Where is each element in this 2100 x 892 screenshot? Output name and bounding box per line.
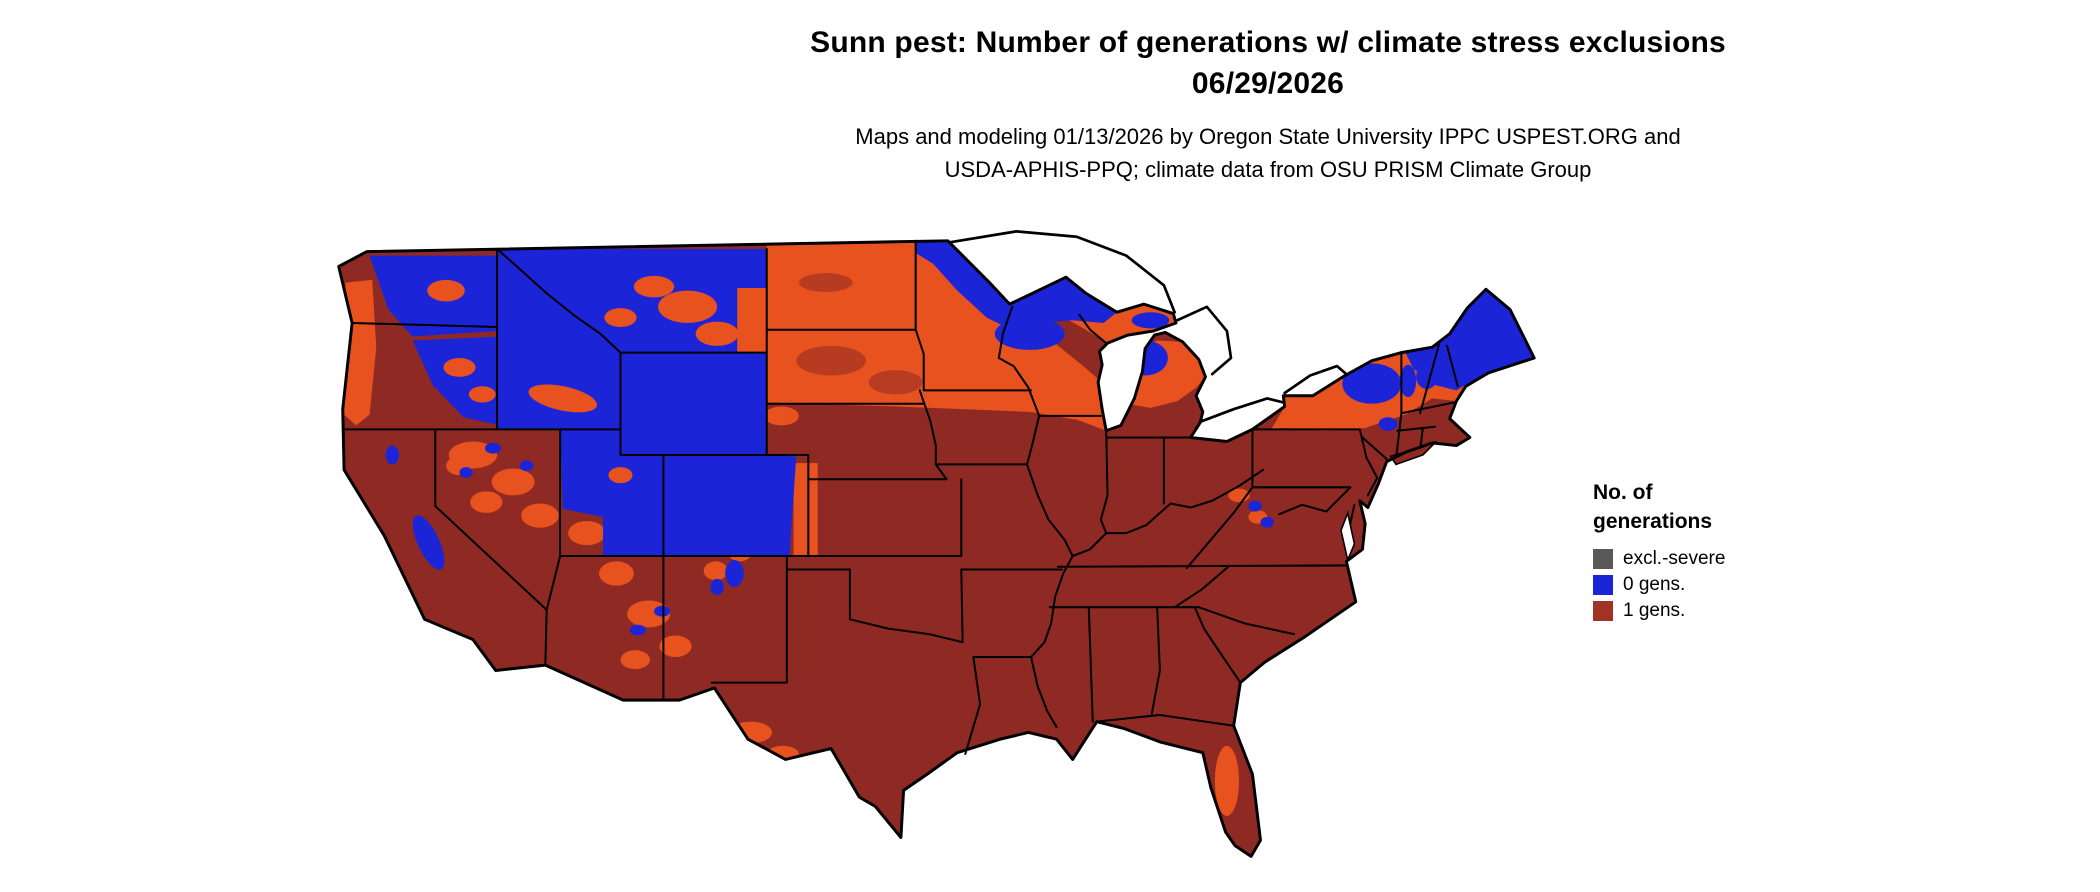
legend-swatch-zero-gens bbox=[1593, 575, 1613, 595]
map-region-orange-mottling bbox=[427, 275, 739, 484]
state-borders bbox=[341, 239, 1459, 756]
legend-title: No. of generations bbox=[1593, 478, 1853, 536]
legend-item-excl-severe: excl.-severe bbox=[1593, 546, 1853, 572]
legend-label-zero-gens: 0 gens. bbox=[1623, 574, 1686, 595]
map-subtitle: Maps and modeling 01/13/2026 by Oregon S… bbox=[418, 120, 2100, 186]
legend-item-one-gen: 1 gens. bbox=[1593, 598, 1853, 624]
map-region-dark-mottling bbox=[796, 273, 923, 395]
map-subtitle-line1: Maps and modeling 01/13/2026 by Oregon S… bbox=[855, 124, 1681, 149]
map-title: Sunn pest: Number of generations w/ clim… bbox=[418, 22, 2100, 104]
legend-label-one-gen: 1 gens. bbox=[1623, 600, 1686, 621]
map-subtitle-line2: USDA-APHIS-PPQ; climate data from OSU PR… bbox=[944, 157, 1592, 182]
map-title-text: Sunn pest: Number of generations w/ clim… bbox=[810, 26, 1726, 59]
us-map-svg bbox=[337, 230, 1536, 858]
legend-swatch-excl-severe bbox=[1593, 549, 1613, 569]
us-map bbox=[332, 226, 1553, 886]
us-outline bbox=[337, 239, 1536, 858]
legend-title-line1: No. of bbox=[1593, 481, 1653, 504]
great-lakes-border-lines bbox=[949, 230, 1348, 423]
map-title-date: 06/29/2026 bbox=[1191, 67, 1345, 100]
legend-label-excl-severe: excl.-severe bbox=[1623, 548, 1726, 569]
legend-swatch-one-gen bbox=[1593, 601, 1613, 621]
legend-title-line2: generations bbox=[1593, 510, 1713, 533]
map-legend: No. of generations excl.-severe 0 gens. … bbox=[1593, 478, 1853, 624]
legend-item-zero-gens: 0 gens. bbox=[1593, 572, 1853, 598]
